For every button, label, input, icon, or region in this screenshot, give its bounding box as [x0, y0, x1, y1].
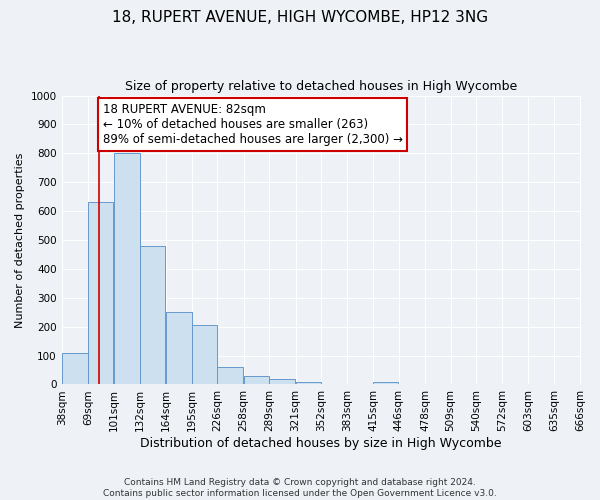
Bar: [373, 382, 398, 384]
Bar: [140, 246, 165, 384]
X-axis label: Distribution of detached houses by size in High Wycombe: Distribution of detached houses by size …: [140, 437, 502, 450]
Title: Size of property relative to detached houses in High Wycombe: Size of property relative to detached ho…: [125, 80, 517, 93]
Bar: [62, 352, 88, 384]
Bar: [217, 367, 243, 384]
Bar: [166, 312, 191, 384]
Bar: [88, 202, 113, 384]
Bar: [269, 380, 295, 384]
Bar: [244, 376, 269, 384]
Text: Contains HM Land Registry data © Crown copyright and database right 2024.
Contai: Contains HM Land Registry data © Crown c…: [103, 478, 497, 498]
Bar: [115, 154, 140, 384]
Y-axis label: Number of detached properties: Number of detached properties: [15, 152, 25, 328]
Bar: [296, 382, 321, 384]
Bar: [192, 325, 217, 384]
Text: 18 RUPERT AVENUE: 82sqm
← 10% of detached houses are smaller (263)
89% of semi-d: 18 RUPERT AVENUE: 82sqm ← 10% of detache…: [103, 103, 403, 146]
Text: 18, RUPERT AVENUE, HIGH WYCOMBE, HP12 3NG: 18, RUPERT AVENUE, HIGH WYCOMBE, HP12 3N…: [112, 10, 488, 25]
